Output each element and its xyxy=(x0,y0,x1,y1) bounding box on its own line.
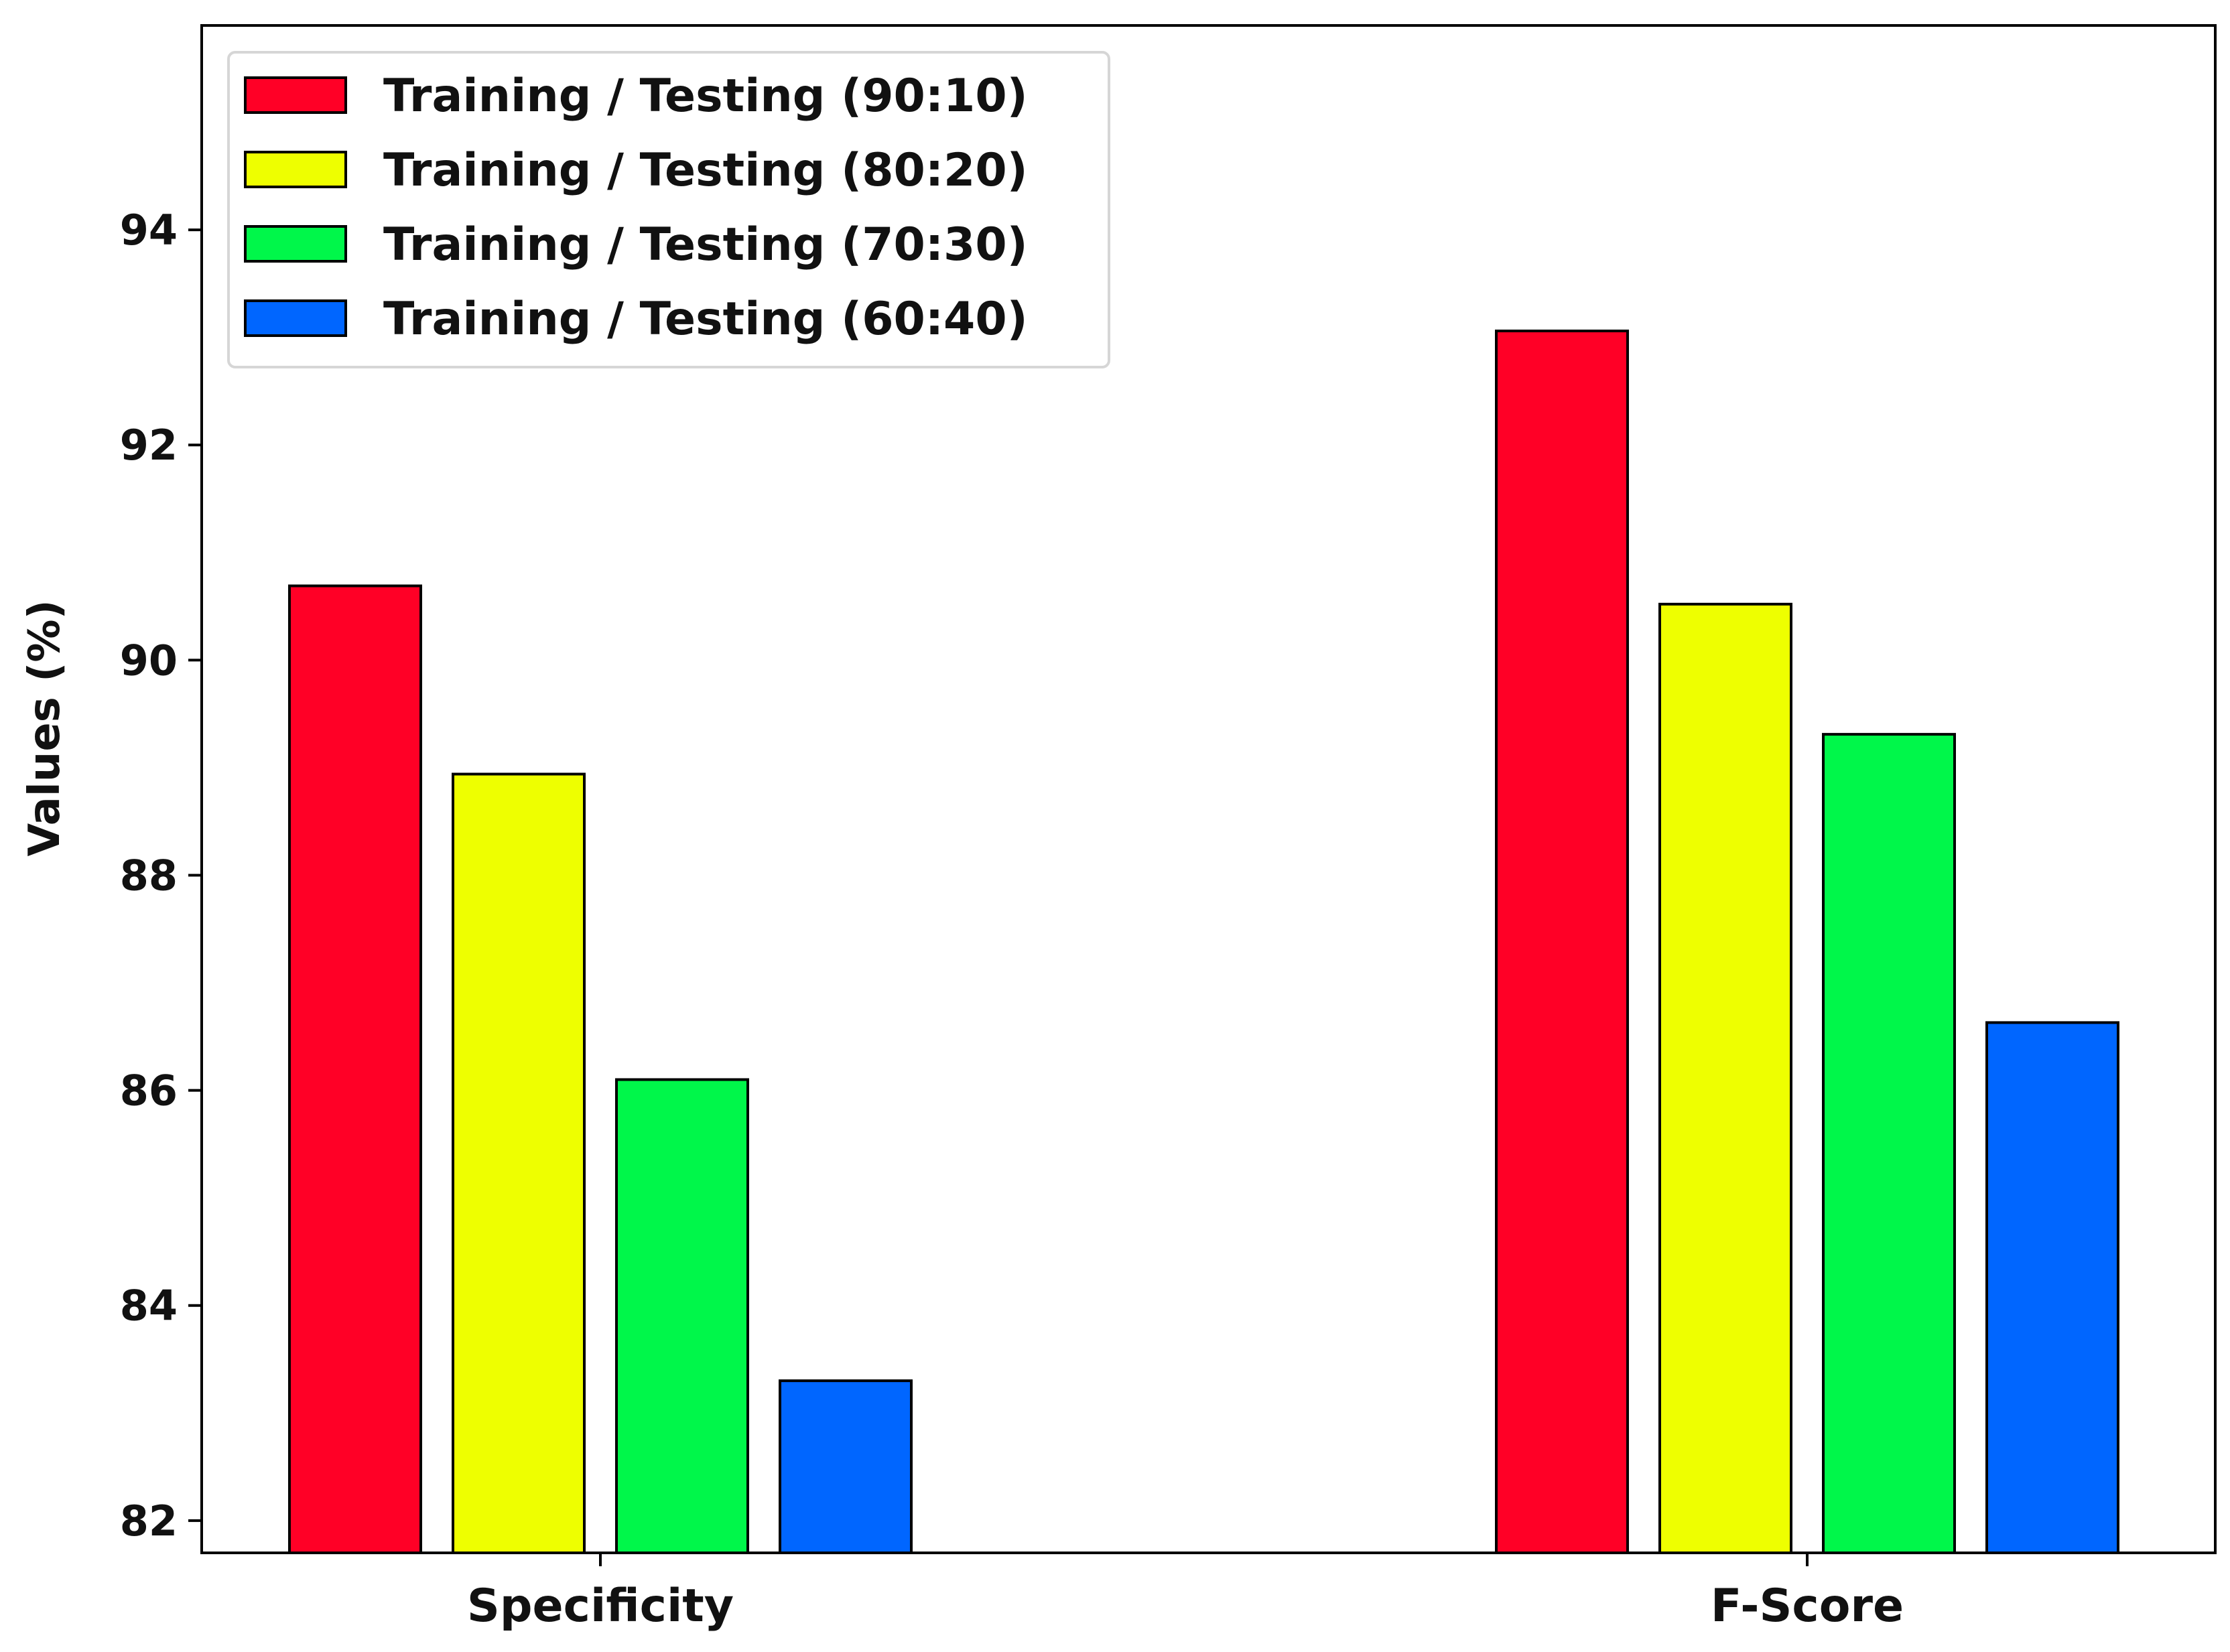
legend-swatch xyxy=(244,76,347,114)
x-tick-label: Specificity xyxy=(467,1580,734,1633)
y-tick-label: 86 xyxy=(120,1066,178,1115)
y-axis-label: Values (%) xyxy=(20,600,70,856)
legend-box xyxy=(227,51,1110,368)
bar-specificity-series-4 xyxy=(779,1379,913,1555)
legend: Training / Testing (90:10) Training / Tes… xyxy=(227,51,1110,368)
legend-swatch xyxy=(244,299,347,337)
bar-specificity-series-3 xyxy=(615,1078,749,1554)
x-tick-label: F-Score xyxy=(1711,1580,1904,1633)
y-tick-label: 92 xyxy=(120,421,178,470)
bars xyxy=(288,330,2119,1555)
bar-specificity-series-1 xyxy=(288,584,422,1555)
legend-swatch xyxy=(244,151,347,188)
legend-label: Training / Testing (90:10) xyxy=(383,70,1028,123)
bar-f-score-series-2 xyxy=(1658,602,1792,1555)
y-tick-label: 88 xyxy=(120,851,178,900)
bar-specificity-series-2 xyxy=(452,772,586,1554)
y-tick-label: 90 xyxy=(120,636,178,685)
axis-ticks: 82 84 86 88 90 92 94 Specificity F-Score xyxy=(120,206,1904,1633)
bar-f-score-series-3 xyxy=(1822,733,1956,1554)
bar-f-score-series-4 xyxy=(1985,1021,2119,1554)
legend-label: Training / Testing (80:20) xyxy=(383,144,1028,197)
legend-swatch xyxy=(244,225,347,263)
legend-label: Training / Testing (60:40) xyxy=(383,293,1028,346)
y-tick-label: 82 xyxy=(120,1497,178,1545)
bar-f-score-series-1 xyxy=(1495,330,1629,1554)
plot-area-frame xyxy=(200,24,2217,1554)
y-tick-label: 84 xyxy=(120,1282,178,1330)
legend-label: Training / Testing (70:30) xyxy=(383,218,1028,271)
y-tick-label: 94 xyxy=(120,206,178,255)
